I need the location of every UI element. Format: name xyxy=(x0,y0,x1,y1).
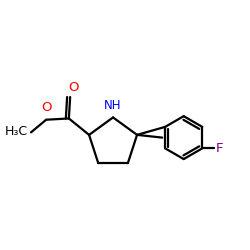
Text: F: F xyxy=(216,142,224,155)
Text: H₃C: H₃C xyxy=(5,124,28,138)
Text: O: O xyxy=(68,82,78,94)
Text: NH: NH xyxy=(104,100,122,112)
Text: O: O xyxy=(41,101,51,114)
